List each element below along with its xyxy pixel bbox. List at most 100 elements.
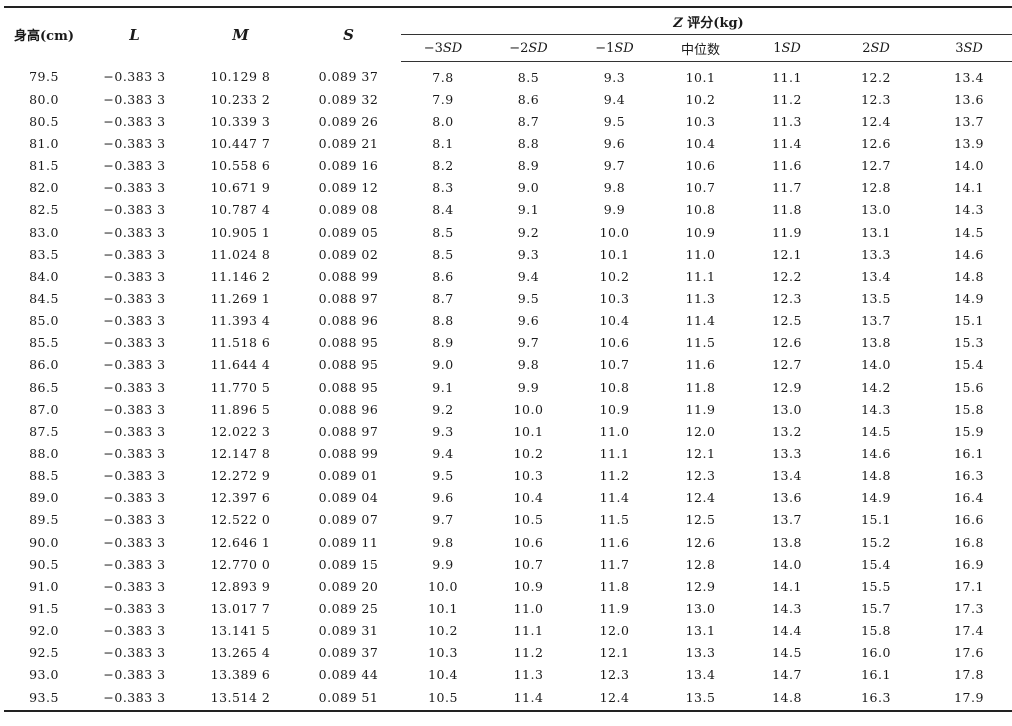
cell-height: 85.5 [29, 335, 59, 351]
cell-neg2sd: 9.3 [517, 246, 540, 262]
cell-l: −0.383 3 [103, 445, 166, 461]
cell-neg2sd: 9.6 [517, 313, 540, 329]
cell-m: 11.269 1 [210, 290, 271, 306]
cell-neg3sd: 9.7 [432, 512, 454, 528]
cell-neg2sd: 8.9 [517, 158, 540, 174]
cell-height: 88.5 [29, 468, 59, 484]
cell-median: 10.8 [685, 202, 716, 218]
cell-1sd: 13.3 [772, 445, 802, 461]
cell-3sd: 16.3 [954, 468, 984, 484]
cell-s: 0.089 51 [318, 689, 379, 705]
cell-l: −0.383 3 [103, 379, 166, 395]
cell-neg1sd: 12.0 [599, 623, 630, 639]
table-row: 87.0 −0.383 3 11.896 5 0.088 96 9.2 10.0 10.9 1… [4, 398, 1012, 420]
cell-neg2sd: 9.4 [517, 268, 540, 284]
header-sd-prefix: 3 [955, 40, 964, 56]
cell-s: 0.088 97 [318, 290, 379, 306]
cell-neg1sd: 11.9 [599, 600, 630, 616]
cell-m: 13.141 5 [210, 623, 271, 639]
cell-1sd: 14.4 [772, 623, 802, 639]
cell-3sd: 14.5 [954, 224, 984, 240]
cell-neg2sd: 10.3 [513, 468, 544, 484]
cell-2sd: 15.8 [861, 623, 891, 639]
cell-height: 87.0 [29, 401, 59, 417]
cell-m: 12.397 6 [210, 490, 271, 506]
cell-2sd: 16.3 [861, 689, 891, 705]
cell-3sd: 14.8 [954, 268, 984, 284]
cell-s: 0.088 96 [318, 313, 379, 329]
cell-s: 0.088 95 [318, 379, 379, 395]
weight-for-height-table: 身高(cm) L M S Z 评分(kg) −3SD −2SD −1SD 中位数 1SD… [4, 6, 1012, 713]
cell-height: 93.0 [29, 667, 59, 683]
cell-l: −0.383 3 [103, 490, 166, 506]
cell-neg1sd: 11.2 [599, 468, 630, 484]
cell-1sd: 14.8 [772, 689, 802, 705]
cell-s: 0.089 21 [318, 135, 379, 151]
cell-1sd: 11.9 [772, 224, 802, 240]
cell-2sd: 12.4 [861, 113, 891, 129]
cell-neg2sd: 8.7 [517, 113, 540, 129]
cell-s: 0.089 08 [318, 202, 379, 218]
cell-3sd: 13.9 [954, 135, 984, 151]
cell-height: 83.0 [29, 224, 59, 240]
cell-neg2sd: 10.1 [513, 423, 544, 439]
cell-s: 0.089 15 [318, 556, 379, 572]
cell-neg1sd: 12.3 [599, 667, 630, 683]
cell-height: 86.5 [29, 379, 59, 395]
cell-2sd: 13.0 [861, 202, 891, 218]
cell-3sd: 16.9 [954, 556, 984, 572]
cell-l: −0.383 3 [103, 246, 166, 262]
cell-2sd: 14.5 [861, 423, 891, 439]
cell-s: 0.089 11 [318, 534, 379, 550]
cell-height: 82.5 [29, 202, 59, 218]
cell-height: 92.5 [29, 645, 59, 661]
cell-height: 84.5 [29, 290, 59, 306]
cell-m: 11.770 5 [210, 379, 271, 395]
cell-3sd: 14.1 [954, 180, 984, 196]
cell-median: 10.2 [685, 91, 716, 107]
cell-3sd: 13.6 [954, 91, 984, 107]
cell-1sd: 11.1 [772, 69, 802, 85]
cell-1sd: 12.3 [772, 290, 802, 306]
cell-3sd: 15.1 [954, 313, 984, 329]
table-row: 81.0 −0.383 3 10.447 7 0.089 21 8.1 8.8 9.6 10.… [4, 132, 1012, 154]
table-row: 92.5 −0.383 3 13.265 4 0.089 37 10.3 11.2 12.1… [4, 642, 1012, 664]
cell-neg1sd: 10.4 [599, 313, 630, 329]
cell-median: 13.3 [685, 645, 716, 661]
cell-s: 0.089 16 [318, 158, 379, 174]
cell-neg2sd: 10.7 [513, 556, 544, 572]
cell-1sd: 11.8 [772, 202, 802, 218]
cell-l: −0.383 3 [103, 578, 166, 594]
cell-1sd: 12.5 [772, 313, 802, 329]
cell-neg2sd: 11.1 [513, 623, 544, 639]
header-m: M [232, 25, 249, 44]
cell-m: 12.147 8 [210, 445, 271, 461]
cell-height: 81.5 [29, 158, 59, 174]
cell-2sd: 13.7 [861, 313, 891, 329]
header-sd-0: −3SD [401, 34, 485, 62]
cell-l: −0.383 3 [103, 69, 166, 85]
cell-m: 11.518 6 [210, 335, 271, 351]
table-row: 88.5 −0.383 3 12.272 9 0.089 01 9.5 10.3 11.2 1… [4, 465, 1012, 487]
table-row: 79.5 −0.383 3 10.129 8 0.089 37 7.8 8.5 9.3 10.… [4, 62, 1012, 89]
cell-neg1sd: 9.6 [603, 135, 626, 151]
cell-s: 0.089 20 [318, 578, 379, 594]
cell-neg1sd: 11.6 [599, 534, 630, 550]
cell-median: 12.8 [685, 556, 716, 572]
cell-neg1sd: 11.7 [599, 556, 630, 572]
cell-l: −0.383 3 [103, 335, 166, 351]
cell-1sd: 11.6 [772, 158, 802, 174]
cell-neg2sd: 10.0 [513, 401, 544, 417]
cell-median: 10.1 [685, 69, 716, 85]
cell-neg3sd: 8.5 [432, 246, 454, 262]
cell-3sd: 14.6 [954, 246, 984, 262]
cell-neg1sd: 9.9 [603, 202, 626, 218]
cell-m: 10.787 4 [210, 202, 271, 218]
header-sd-suffix: SD [528, 40, 548, 56]
cell-median: 12.4 [685, 490, 716, 506]
cell-m: 10.339 3 [210, 113, 271, 129]
table-row: 92.0 −0.383 3 13.141 5 0.089 31 10.2 11.1 12.0… [4, 620, 1012, 642]
cell-median: 11.1 [685, 268, 716, 284]
cell-neg1sd: 11.0 [599, 423, 630, 439]
header-sd-5: 2SD [830, 34, 922, 62]
